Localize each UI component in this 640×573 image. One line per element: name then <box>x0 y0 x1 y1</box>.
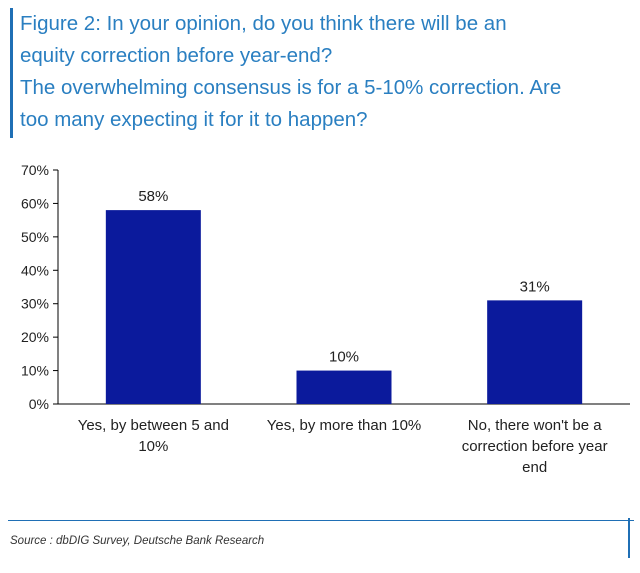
source-note: Source : dbDIG Survey, Deutsche Bank Res… <box>10 535 265 547</box>
category-label: No, there won't be a <box>468 417 602 434</box>
category-label: Yes, by more than 10% <box>267 417 422 434</box>
title-accent-bar <box>10 8 13 138</box>
y-tick-label: 10% <box>21 363 49 379</box>
bar <box>487 300 583 404</box>
category-label: 10% <box>138 438 168 455</box>
y-tick-label: 0% <box>29 396 49 412</box>
y-tick-label: 70% <box>21 162 49 178</box>
category-label: Yes, by between 5 and <box>78 417 229 434</box>
bar <box>296 370 392 404</box>
y-tick-label: 20% <box>21 329 49 345</box>
title-line: equity correction before year-end? <box>20 44 333 67</box>
footer-rule <box>8 520 634 521</box>
data-label: 31% <box>520 278 550 295</box>
bar-chart: 0% 10% 20% 30% 40% 50% 60% 70% 58% Yes, by betwee… <box>21 162 630 476</box>
data-label: 58% <box>138 188 168 205</box>
category-label: end <box>522 459 547 476</box>
figure-title: Figure 2: In your opinion, do you think … <box>20 8 630 136</box>
y-tick-label: 60% <box>21 195 49 211</box>
y-tick-label: 50% <box>21 229 49 245</box>
title-line: too many expecting it for it to happen? <box>20 108 368 131</box>
y-tick-label: 40% <box>21 262 49 278</box>
title-line: The overwhelming consensus is for a 5-10… <box>20 76 562 99</box>
bar <box>105 210 201 404</box>
data-label: 10% <box>329 349 359 366</box>
y-tick-label: 30% <box>21 296 49 312</box>
corner-mark <box>628 518 630 558</box>
category-label: correction before year <box>462 438 608 455</box>
title-line: Figure 2: In your opinion, do you think … <box>20 12 507 35</box>
